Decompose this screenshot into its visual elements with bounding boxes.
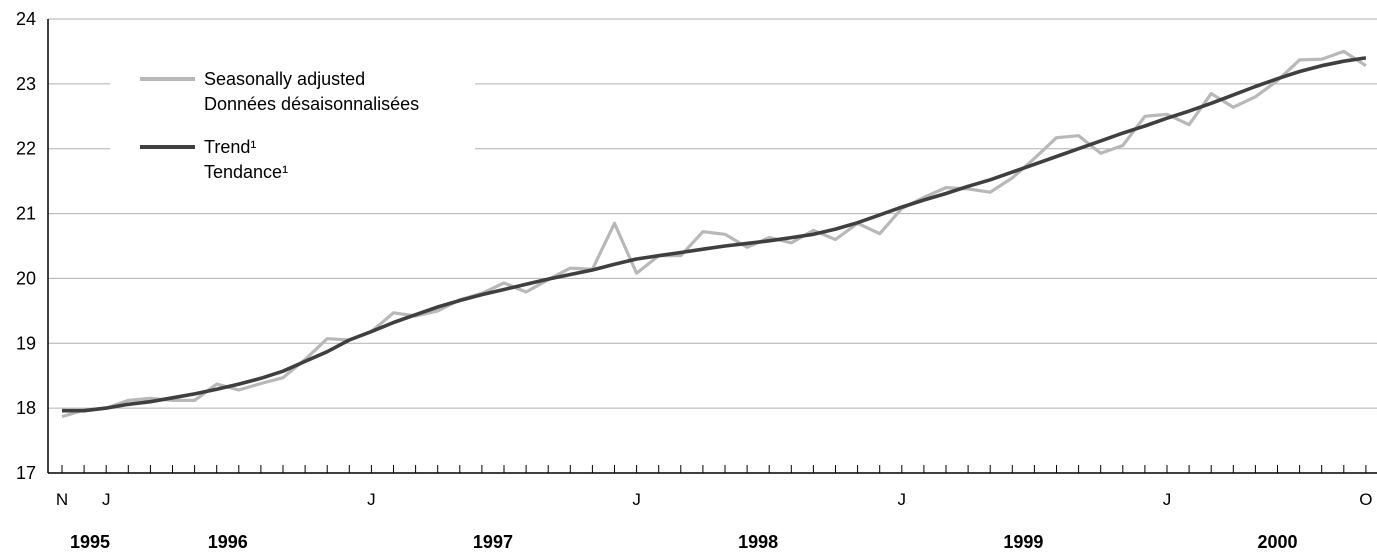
x-axis-ticks: NJJJJJJO199519961997199819992000 <box>56 465 1373 552</box>
legend-label-seasonally-adjusted: Seasonally adjusted <box>204 69 365 89</box>
legend: Seasonally adjusted Données désaisonnali… <box>110 58 475 208</box>
y-tick-label: 18 <box>16 398 36 418</box>
series-lines <box>61 49 1367 419</box>
legend-label-trend: Trend¹ <box>204 137 256 157</box>
legend-background <box>110 58 475 208</box>
y-tick-label: 21 <box>16 204 36 224</box>
x-year-label: 1997 <box>473 532 513 552</box>
y-tick-label: 20 <box>16 268 36 288</box>
y-tick-label: 17 <box>16 463 36 483</box>
y-tick-label: 19 <box>16 333 36 353</box>
x-month-label: J <box>102 490 111 509</box>
legend-label-trend-fr: Tendance¹ <box>204 162 288 182</box>
x-year-label: 1998 <box>738 532 778 552</box>
x-year-label: 1996 <box>208 532 248 552</box>
series-line-trend <box>62 56 1367 413</box>
x-month-label: J <box>1163 490 1172 509</box>
series-line-seasonally-adjusted <box>61 49 1367 419</box>
x-month-label: J <box>632 490 641 509</box>
x-month-label: N <box>56 490 68 509</box>
x-year-label: 2000 <box>1257 532 1297 552</box>
legend-label-seasonally-adjusted-fr: Données désaisonnalisées <box>204 94 419 114</box>
x-month-label: J <box>898 490 907 509</box>
y-axis-tick-labels: 17 18 19 20 21 22 23 24 <box>16 9 36 483</box>
x-year-label: 1999 <box>1003 532 1043 552</box>
y-tick-label: 23 <box>16 74 36 94</box>
y-tick-label: 24 <box>16 9 36 29</box>
x-year-label: 1995 <box>70 532 110 552</box>
y-tick-label: 22 <box>16 139 36 159</box>
x-month-label: O <box>1359 490 1372 509</box>
x-month-label: J <box>367 490 376 509</box>
